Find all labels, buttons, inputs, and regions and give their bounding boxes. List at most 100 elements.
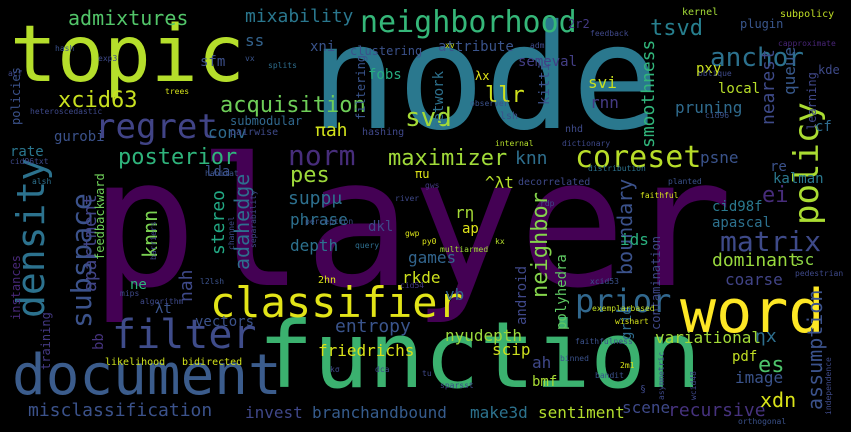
word-likelihood: likelihood <box>105 357 166 368</box>
word-mips: mips <box>120 289 140 298</box>
word-xcid53: xcid53 <box>590 277 619 286</box>
word-tsvd: tsvd <box>650 16 703 41</box>
word-xni: xni <box>310 39 336 55</box>
word-internal: internal <box>495 139 534 148</box>
word-dca: dca <box>375 365 390 374</box>
word-pi-u: πu <box>415 167 430 181</box>
word-binned: binned <box>560 354 589 363</box>
word-channel: channel <box>227 216 236 250</box>
word-player: player <box>90 120 733 327</box>
word-cid96: cid96 <box>705 111 730 120</box>
word-caret-lambda-t: ^λt <box>485 173 514 192</box>
word-ah: ah <box>532 353 552 372</box>
word-anchor: anchor <box>710 43 804 73</box>
word-sfm: sfm <box>200 54 226 70</box>
word-stereo: stereo <box>208 189 229 255</box>
word-pruning: pruning <box>675 98 743 117</box>
word-kx: kx <box>495 237 505 246</box>
word-kernel: kernel <box>682 7 719 18</box>
word-recursive: recursive <box>668 400 766 421</box>
word-rnn: rnn <box>590 93 619 112</box>
word-decorrelated: decorrelated <box>518 177 591 188</box>
word-nearest: nearest <box>758 49 779 125</box>
word-pes: pes <box>290 163 330 188</box>
word-oblique: oblique <box>698 69 732 78</box>
word-ei: ei <box>762 183 789 208</box>
word-lsh: lsh <box>500 111 519 122</box>
word-multiarmed: multiarmed <box>440 245 489 254</box>
word-neighborhood: neighborhood <box>360 5 577 40</box>
word-planted: planted <box>668 177 702 186</box>
word-subpolicy: subpolicy <box>780 9 835 20</box>
word-gurobi: gurobi <box>54 129 105 145</box>
word-ap: ap <box>462 221 479 237</box>
word-games: games <box>408 248 457 267</box>
word-nhd: nhd <box>565 124 584 135</box>
word-make3d: make3d <box>470 403 528 422</box>
word-feedbackward: feedbackward <box>93 173 107 260</box>
word-local: local <box>718 81 761 97</box>
word-algorithm: algorithm <box>140 297 184 306</box>
word-l2lsh: l2lsh <box>200 277 225 286</box>
word-bidirected: bidirected <box>182 357 243 368</box>
word-queue: queue <box>780 46 799 95</box>
word-svd: svd <box>405 103 452 133</box>
word-river: river <box>395 194 420 203</box>
word-pedestrian: pedestrian <box>795 269 844 278</box>
word-clustering: clustering <box>350 44 423 58</box>
word-sc: sc <box>795 250 815 269</box>
word-function: function <box>258 302 702 409</box>
word-exemplarbased: exemplarbased <box>592 304 655 313</box>
word-cid96txt: cid96txt <box>10 157 49 166</box>
word-instances: instances <box>9 254 23 320</box>
word-submodular: submodular <box>230 114 303 128</box>
word-admixtures: admixtures <box>68 6 189 30</box>
word-training: training <box>39 312 53 370</box>
word-branchandbound: branchandbound <box>312 403 447 422</box>
word-2hn: 2hn <box>318 275 337 286</box>
word-network: network <box>431 70 447 130</box>
word-faithful: faithful <box>640 191 679 200</box>
word-dkl: dkl <box>368 219 394 235</box>
word-2m1: 2m1 <box>620 361 635 370</box>
word-xcid63: xcid63 <box>58 88 138 113</box>
word-classifier: classifier <box>210 278 463 327</box>
word-xv: xv <box>445 41 455 50</box>
word-barriers: barriers <box>149 221 158 260</box>
word-cid54: cid54 <box>400 281 425 290</box>
word-conv: conv <box>208 123 247 142</box>
word-misclassification: misclassification <box>28 400 213 421</box>
word-capproximate: capproximate <box>778 39 836 48</box>
word-mixability: mixability <box>245 6 354 27</box>
word-ne: ne <box>130 277 147 293</box>
word-es: es <box>758 353 785 378</box>
word-invest: invest <box>245 403 303 422</box>
word-wishart: wishart <box>615 317 649 326</box>
word-vx: vx <box>245 54 255 63</box>
word-fobs: fobs <box>368 67 402 83</box>
word-supp: suppμ <box>288 188 343 209</box>
word-exp3: exp3 <box>98 54 118 63</box>
word-perception: perception <box>305 217 354 226</box>
word-polyhedra: polyhedra <box>554 254 570 330</box>
word-node: node <box>310 0 660 163</box>
word-heteroscedastic: heteroscedastic <box>30 107 103 116</box>
word-pdf: pdf <box>732 349 758 365</box>
word-nyudepth: nyudepth <box>445 326 523 345</box>
word-friedrichs: friedrichs <box>318 341 415 360</box>
word-adm: adm <box>530 41 545 50</box>
word-xdn: xdn <box>760 388 797 412</box>
word-lambda-t: λt <box>155 301 172 317</box>
word-attribute: attribute <box>438 39 514 55</box>
word-coarse: coarse <box>725 270 783 289</box>
word-policies: policies <box>9 67 23 125</box>
word-cf: cf <box>815 119 832 135</box>
word-dictionary: dictionary <box>562 139 611 148</box>
word-kde: kde <box>818 63 840 77</box>
word-gws: gws <box>425 181 440 190</box>
word-2r2: 2r2 <box>568 17 590 31</box>
word-query: query <box>355 241 380 250</box>
word-independence: independence <box>824 357 833 415</box>
word-entropy: entropy <box>335 316 411 337</box>
word-depth: depth <box>290 236 339 255</box>
